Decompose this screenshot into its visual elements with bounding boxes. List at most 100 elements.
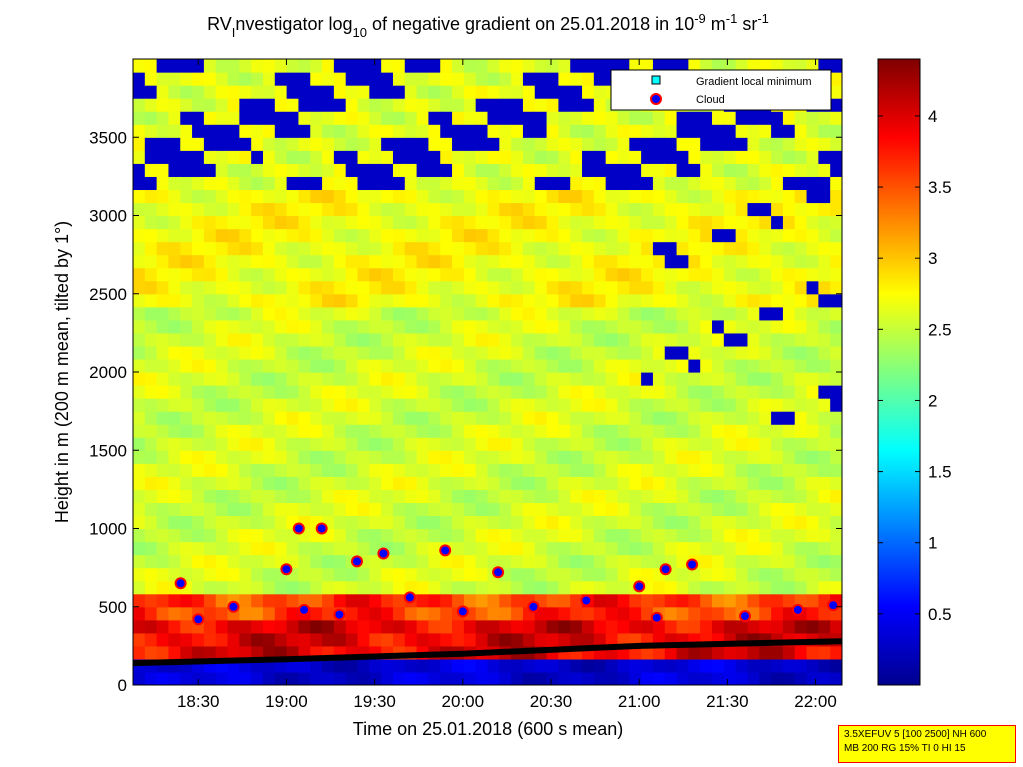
heatmap-cell [440, 606, 453, 621]
heatmap-cell [251, 450, 264, 464]
heatmap-cell [771, 306, 784, 321]
heatmap-cell [629, 306, 642, 321]
heatmap-cell [333, 85, 347, 99]
heatmap-cell [723, 267, 737, 282]
heatmap-cell [475, 215, 489, 230]
heatmap-cell [759, 59, 772, 73]
heatmap-cell [239, 489, 252, 504]
heatmap-cell [617, 450, 630, 464]
heatmap-cell [239, 345, 252, 360]
heatmap-cell [830, 124, 842, 138]
heatmap-cell [440, 150, 453, 164]
heatmap-cell [735, 476, 749, 490]
heatmap-cell [617, 332, 630, 347]
heatmap-cell [203, 72, 217, 86]
heatmap-cell [133, 528, 146, 543]
heatmap-cell [262, 619, 276, 634]
heatmap-cell [546, 619, 559, 634]
heatmap-cell [156, 398, 170, 412]
heatmap-cell [452, 671, 465, 685]
heatmap-cell [747, 424, 760, 438]
heatmap-cell [546, 385, 559, 399]
heatmap-cell [156, 567, 170, 582]
heatmap-cell [747, 476, 760, 490]
heatmap-cell [676, 658, 689, 673]
heatmap-cell [558, 502, 571, 517]
heatmap-cell [180, 606, 193, 621]
heatmap-cell [558, 293, 571, 308]
heatmap-cell [404, 515, 418, 530]
heatmap-cell [463, 580, 477, 595]
heatmap-cell [605, 554, 619, 569]
heatmap-cell [156, 241, 170, 256]
heatmap-cell [700, 176, 713, 191]
heatmap-cell [499, 293, 512, 308]
heatmap-cell [712, 228, 725, 243]
heatmap-cell [629, 606, 642, 621]
heatmap-cell [239, 580, 252, 595]
heatmap-cell [239, 450, 252, 464]
heatmap-cell [794, 280, 808, 295]
heatmap-cell [747, 619, 760, 634]
heatmap-cell [747, 593, 760, 608]
heatmap-cell [806, 476, 819, 490]
heatmap-cell [180, 463, 193, 477]
heatmap-cell [475, 671, 489, 685]
heatmap-cell [333, 658, 347, 673]
heatmap-cell [215, 163, 229, 177]
heatmap-cell [582, 189, 595, 204]
heatmap-cell [156, 372, 170, 386]
heatmap-cell [298, 293, 311, 308]
heatmap-cell [203, 358, 217, 373]
heatmap-cell [712, 411, 725, 425]
heatmap-cell [522, 137, 536, 151]
heatmap-cell [286, 372, 300, 386]
heatmap-cell [428, 98, 441, 112]
heatmap-cell [416, 293, 430, 308]
heatmap-cell [830, 59, 842, 73]
heatmap-cell [133, 541, 146, 556]
heatmap-cell [310, 215, 323, 230]
heatmap-cell [747, 59, 760, 73]
heatmap-cell [440, 424, 453, 438]
heatmap-cell [499, 189, 512, 204]
heatmap-cell [156, 489, 170, 504]
heatmap-cell [794, 241, 808, 256]
heatmap-cell [322, 398, 335, 412]
heatmap-cell [440, 111, 453, 125]
heatmap-cell [298, 319, 311, 334]
heatmap-cell [511, 463, 524, 477]
heatmap-cell [641, 619, 654, 634]
heatmap-cell [310, 580, 323, 595]
heatmap-cell [664, 619, 678, 634]
heatmap-cell [310, 59, 323, 73]
heatmap-cell [771, 254, 784, 269]
heatmap-cell [168, 502, 181, 517]
heatmap-cell [688, 437, 701, 451]
heatmap-cell [487, 176, 500, 191]
heatmap-cell [227, 632, 240, 647]
heatmap-cell [428, 580, 441, 595]
heatmap-cell [156, 358, 170, 373]
heatmap-cell [700, 189, 713, 204]
heatmap-cell [771, 554, 784, 569]
heatmap-cell [605, 293, 619, 308]
heatmap-cell [499, 502, 512, 517]
heatmap-cell [251, 241, 264, 256]
heatmap-cell [593, 124, 607, 138]
heatmap-cell [806, 489, 819, 504]
heatmap-cell [322, 267, 335, 282]
heatmap-cell [168, 176, 181, 191]
heatmap-cell [830, 72, 842, 86]
heatmap-cell [333, 319, 347, 334]
heatmap-cell [357, 72, 370, 86]
heatmap-cell [262, 267, 276, 282]
heatmap-cell [712, 528, 725, 543]
heatmap-cell [700, 280, 713, 295]
heatmap-cell [712, 254, 725, 269]
heatmap-cell [192, 541, 205, 556]
cloud-point [580, 594, 593, 607]
heatmap-cell [818, 619, 831, 634]
heatmap-cell [759, 202, 772, 217]
heatmap-cell [251, 306, 264, 321]
